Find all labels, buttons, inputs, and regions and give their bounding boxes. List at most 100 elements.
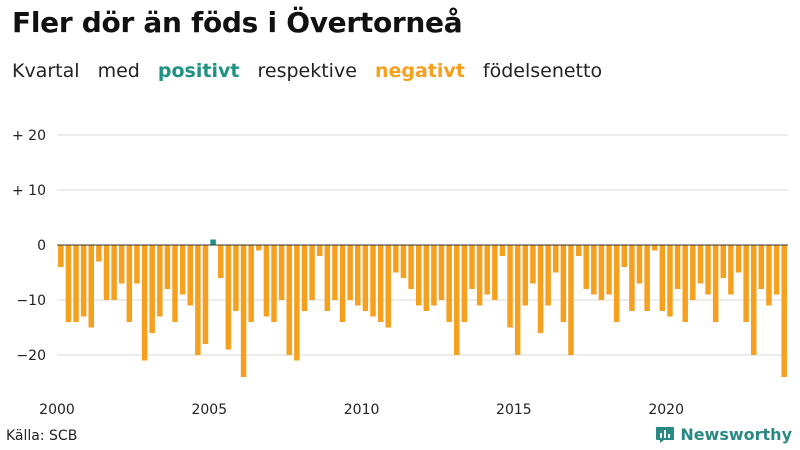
bar-negative [233, 245, 239, 311]
bar-negative [423, 245, 430, 311]
bar-negative [705, 245, 711, 295]
bar-negative [362, 245, 369, 311]
bar-negative [172, 245, 178, 322]
bar-negative [750, 245, 757, 355]
bar-negative [73, 245, 79, 322]
bar-negative [773, 245, 780, 295]
y-axis-labels: + 20 + 10 0 −10 −20 [12, 128, 46, 364]
subtitle-negative-label: negativt [374, 60, 465, 82]
y-tick-label: + 10 [12, 183, 46, 199]
bar-negative [415, 245, 422, 306]
bar-negative [652, 245, 658, 251]
bar-negative [271, 245, 277, 322]
bar-negative [659, 245, 666, 311]
bar-negative [606, 245, 612, 295]
bar-negative [636, 245, 643, 284]
bar-negative [256, 245, 262, 251]
bar-negative [80, 245, 87, 317]
bar-negative [537, 245, 544, 333]
bar-negative [728, 245, 734, 295]
bar-negative [58, 245, 64, 267]
bar-negative [103, 245, 110, 300]
subtitle-positive-label: positivt [157, 60, 240, 82]
chart-logo-icon [656, 426, 675, 443]
bar-negative [682, 245, 688, 322]
bar-negative [484, 245, 490, 295]
bar-negative [712, 245, 719, 322]
bar-negative [111, 245, 117, 300]
bar-negative [530, 245, 536, 284]
bar-negative [263, 245, 270, 317]
bar-negative [553, 245, 559, 273]
bar-negative [240, 245, 247, 377]
bar-negative [164, 245, 171, 289]
bar-negative [278, 245, 285, 300]
bar-negative [286, 245, 292, 355]
bar-negative [545, 245, 551, 306]
bar-negative [324, 245, 331, 311]
bar-negative [225, 245, 232, 350]
bar-negative [591, 245, 597, 295]
bar-negative [621, 245, 628, 267]
bar-negative [743, 245, 749, 322]
bar-negative [377, 245, 384, 322]
bar-negative [385, 245, 391, 328]
subtitle-word: med [97, 60, 140, 82]
x-tick-label: 2020 [648, 402, 684, 418]
bar-negative [735, 245, 742, 273]
source-note: Källa: SCB [6, 428, 78, 444]
bar-negative [393, 245, 399, 273]
bar-negative [499, 245, 506, 256]
bar-negative [613, 245, 620, 322]
bar-negative [355, 245, 361, 306]
bar-negative [316, 245, 323, 256]
bar-chart: + 20 + 10 0 −10 −20 2000 2005 2010 2015 2020 [12, 128, 788, 418]
bar-negative [461, 245, 468, 322]
bar-negative [347, 245, 353, 300]
bar-negative [644, 245, 650, 311]
bar-negative [309, 245, 315, 300]
bar-negative [217, 245, 224, 278]
x-axis-labels: 2000 2005 2010 2015 2020 [39, 402, 684, 418]
subtitle-word: respektive [257, 60, 357, 82]
bar-negative [690, 245, 696, 300]
y-tick-label: −10 [16, 293, 46, 309]
x-tick-label: 2000 [39, 402, 75, 418]
brand-logo: Newsworthy [655, 425, 792, 444]
bar-negative [758, 245, 765, 289]
bar-negative [118, 245, 125, 284]
bar-negative [598, 245, 605, 300]
bar-negative [65, 245, 72, 322]
bar-negative [332, 245, 338, 300]
bar-negative [522, 245, 529, 306]
bar-negative [514, 245, 521, 355]
subtitle-word: födelsenetto [482, 60, 603, 82]
bar-negative [667, 245, 673, 317]
bar-negative [454, 245, 460, 355]
y-tick-label: −20 [16, 348, 46, 364]
bar-negative [96, 245, 102, 262]
bar-negative [697, 245, 704, 284]
bar-negative [446, 245, 452, 322]
subtitle-word: Kvartal [12, 60, 80, 82]
bar-negative [301, 245, 308, 311]
bar-negative [507, 245, 513, 328]
bar-negative [294, 245, 300, 361]
bars [58, 239, 787, 377]
bar-negative [248, 245, 254, 322]
bar-negative [766, 245, 772, 306]
bar-negative [202, 245, 209, 344]
bar-negative [720, 245, 727, 278]
page-title: Fler dör än föds i Övertorneå [12, 6, 463, 39]
bar-negative [141, 245, 148, 361]
bar-negative [370, 245, 376, 317]
bar-negative [179, 245, 186, 295]
bar-negative [469, 245, 475, 289]
bar-negative [195, 245, 201, 355]
bar-negative [126, 245, 133, 322]
bar-negative [187, 245, 193, 306]
bar-negative [339, 245, 346, 322]
bar-negative [492, 245, 498, 300]
bar-negative [438, 245, 445, 300]
bar-negative [400, 245, 407, 278]
